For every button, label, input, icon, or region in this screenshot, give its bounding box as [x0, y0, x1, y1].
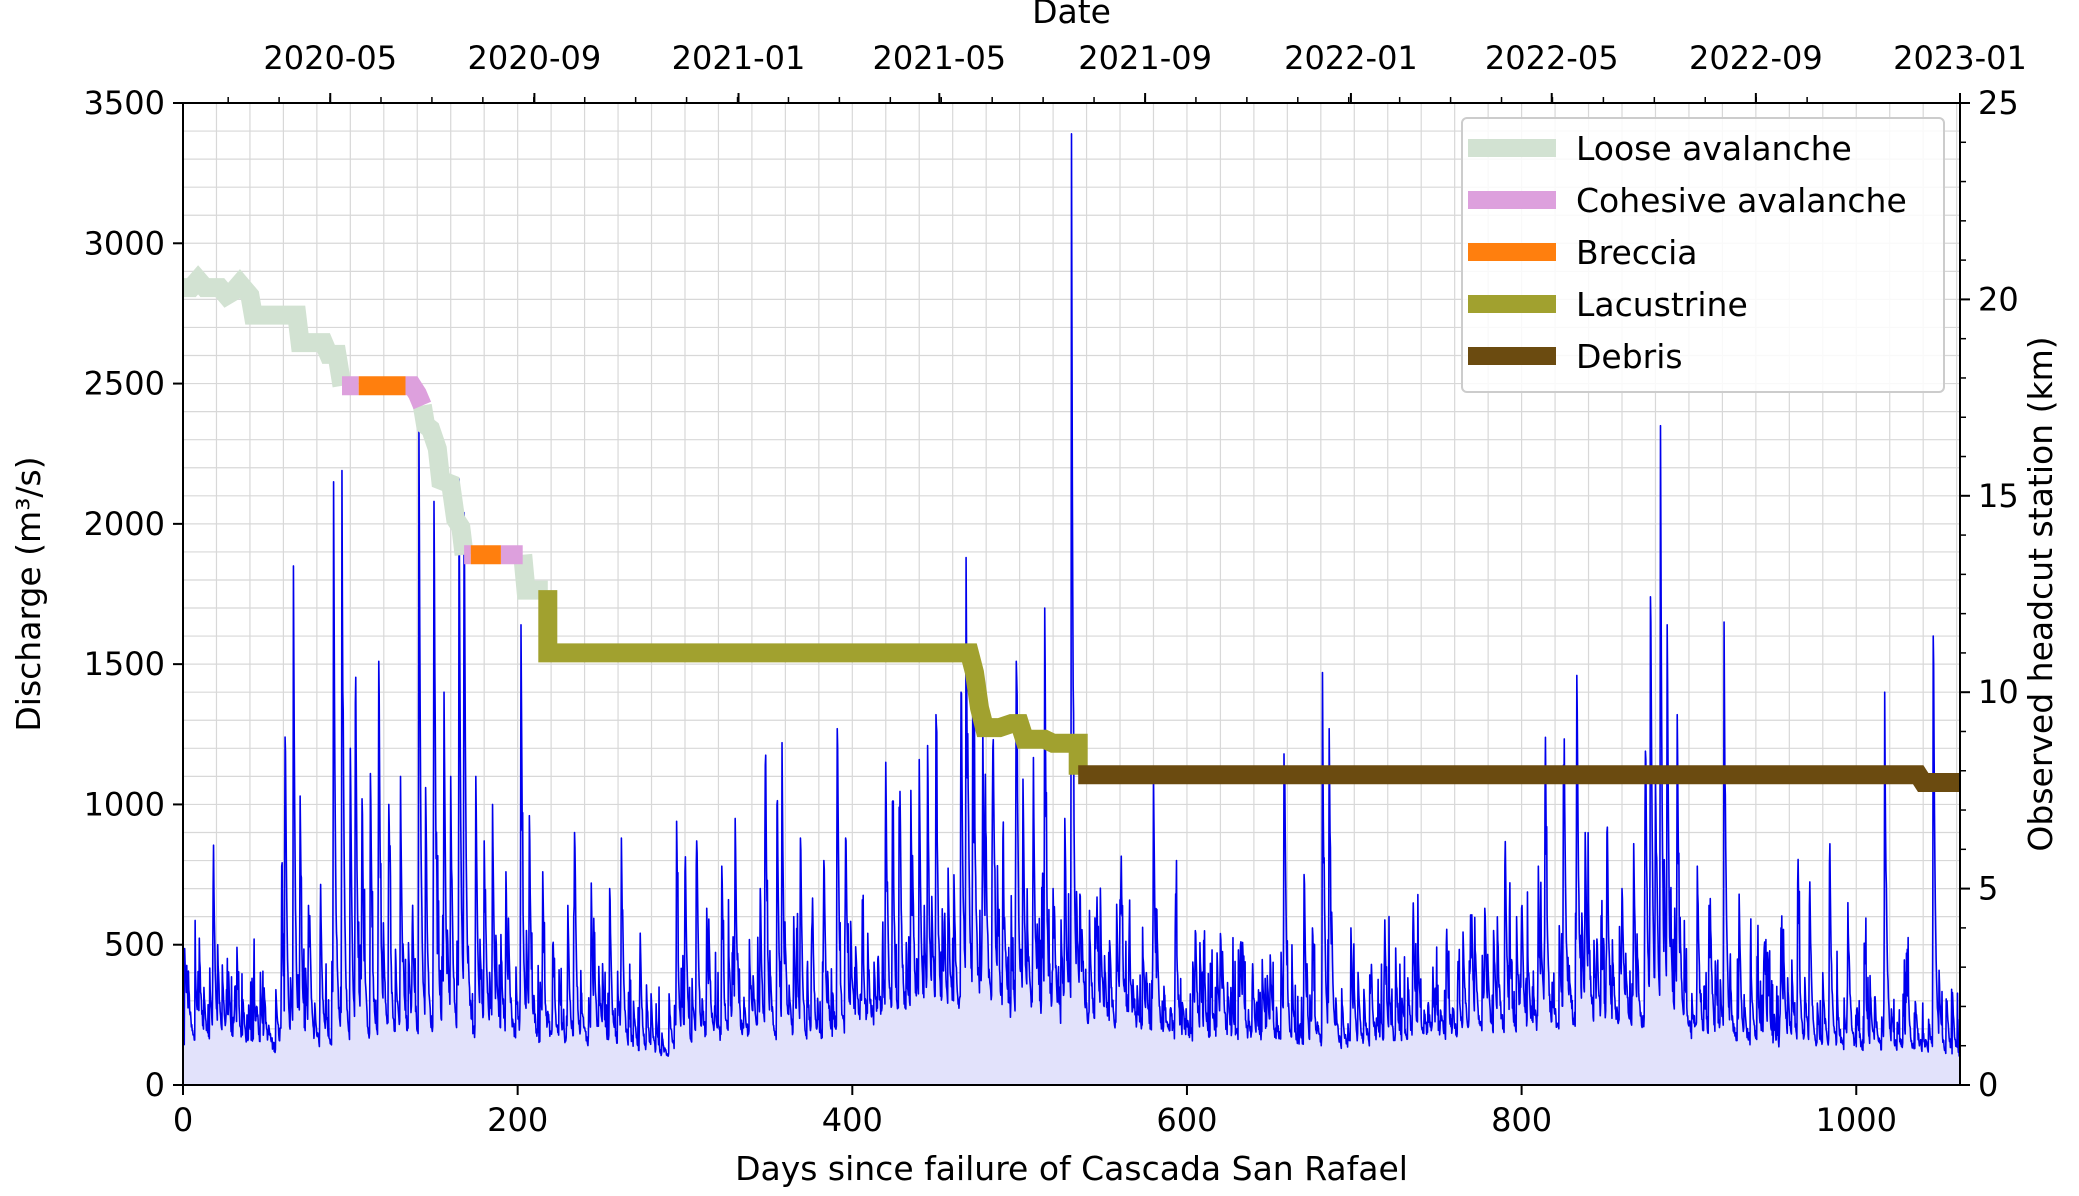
top-tick-label: 2021-05 [872, 39, 1006, 77]
y-right-tick-label: 5 [1978, 870, 1998, 908]
y-right-tick-label: 25 [1978, 84, 2019, 122]
top-tick-label: 2022-01 [1284, 39, 1418, 77]
y-left-tick-label: 0 [145, 1066, 165, 1104]
headcut-cohesive-avalanche-line [404, 376, 432, 410]
top-tick-label: 2021-01 [672, 39, 806, 77]
top-tick-label: 2022-09 [1689, 39, 1823, 77]
discharge-line [182, 133, 1961, 1057]
headcut-loose-avalanche-line [183, 265, 352, 388]
x-tick-label: 1000 [1816, 1101, 1897, 1139]
headcut-debris-line [1078, 765, 1960, 792]
x-tick-label: 200 [487, 1101, 548, 1139]
legend-swatch [1468, 295, 1556, 313]
legend-swatch [1468, 191, 1556, 209]
x-tick-label: 800 [1491, 1101, 1552, 1139]
legend-label: Loose avalanche [1576, 129, 1852, 168]
legend-label: Debris [1576, 337, 1683, 376]
y-right-tick-label: 0 [1978, 1066, 1998, 1104]
top-axis-label: Date [1032, 0, 1111, 31]
y-left-tick-label: 3000 [84, 224, 165, 262]
legend: Loose avalanche Cohesive avalanche Breccia… [1461, 117, 1945, 393]
x-tick-label: 600 [1156, 1101, 1217, 1139]
y-left-tick-label: 500 [104, 926, 165, 964]
legend-label: Cohesive avalanche [1576, 181, 1907, 220]
top-tick-label: 2023-01 [1893, 39, 2027, 77]
headcut-layer [183, 265, 1960, 792]
headcut-lacustrine-line [538, 590, 1088, 775]
y-right-tick-label: 15 [1978, 477, 2019, 515]
y-right-tick-label: 10 [1978, 673, 2019, 711]
y-left-tick-label: 1000 [84, 785, 165, 823]
y-right-tick-label: 20 [1978, 280, 2019, 318]
y-left-tick-label: 2500 [84, 365, 165, 403]
headcut-loose-avalanche-line [513, 553, 548, 600]
y-left-tick-label: 3500 [84, 84, 165, 122]
y-right-axis-label: Observed headcut station (km) [2021, 336, 2060, 851]
axes: 0 200 400 600 800 100005001000150020002500300… [84, 39, 2027, 1139]
legend-swatch [1468, 243, 1556, 261]
legend-swatch [1468, 347, 1556, 365]
discharge-line-layer [182, 133, 1961, 1057]
legend-label: Lacustrine [1576, 285, 1748, 324]
legend-label: Breccia [1576, 233, 1697, 272]
x-tick-label: 400 [822, 1101, 883, 1139]
y-left-tick-label: 1500 [84, 645, 165, 683]
top-tick-label: 2020-05 [263, 39, 397, 77]
headcut-loose-avalanche-line [412, 403, 474, 556]
y-left-tick-label: 2000 [84, 505, 165, 543]
plot-frame [182, 102, 1961, 1086]
y-left-axis-label: Discharge (m³/s) [9, 456, 48, 731]
legend-swatch [1468, 139, 1556, 157]
legend-box [1461, 117, 1945, 393]
top-tick-label: 2021-09 [1078, 39, 1212, 77]
x-tick-label: 0 [173, 1101, 193, 1139]
x-axis-label: Days since failure of Cascada San Rafael [735, 1149, 1408, 1188]
top-tick-label: 2020-09 [468, 39, 602, 77]
top-tick-label: 2022-05 [1485, 39, 1619, 77]
